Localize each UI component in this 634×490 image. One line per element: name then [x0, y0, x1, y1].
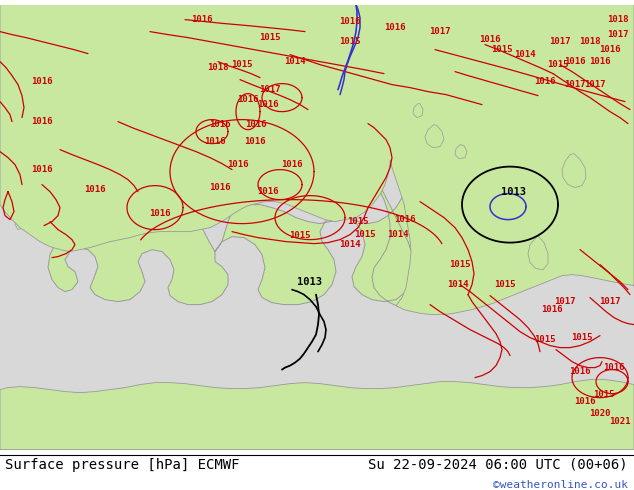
Text: 1015: 1015 [354, 230, 376, 239]
Text: 1016: 1016 [31, 117, 53, 126]
Text: 1014: 1014 [387, 230, 409, 239]
Text: 1016: 1016 [534, 77, 556, 86]
Text: 1017: 1017 [585, 80, 605, 89]
Text: 1014: 1014 [284, 57, 306, 66]
Text: 1017: 1017 [259, 85, 281, 94]
Text: 1020: 1020 [589, 409, 611, 418]
Text: 1018: 1018 [607, 15, 629, 24]
Text: 1016: 1016 [244, 137, 266, 146]
Text: 1017: 1017 [607, 30, 629, 39]
Text: 1016: 1016 [589, 57, 611, 66]
Text: 1016: 1016 [479, 35, 501, 44]
Text: 1017: 1017 [564, 80, 586, 89]
Text: 1015: 1015 [347, 217, 369, 226]
Text: 1016: 1016 [339, 17, 361, 26]
Polygon shape [0, 380, 634, 450]
Polygon shape [562, 154, 586, 188]
Text: 1016: 1016 [257, 100, 279, 109]
Text: 1017: 1017 [549, 37, 571, 46]
Text: 1016: 1016 [31, 165, 53, 174]
Text: 1016: 1016 [149, 209, 171, 218]
Text: 1016: 1016 [31, 77, 53, 86]
Text: 1016: 1016 [257, 187, 279, 196]
Text: 1015: 1015 [495, 280, 515, 289]
Text: 1016: 1016 [209, 183, 231, 192]
Text: 1015: 1015 [259, 33, 281, 42]
Text: 1016: 1016 [603, 363, 624, 372]
Text: 1015: 1015 [450, 260, 471, 269]
Text: 1015: 1015 [534, 335, 556, 344]
Polygon shape [15, 215, 26, 230]
Text: 1016: 1016 [245, 120, 267, 129]
Text: 1016: 1016 [281, 160, 303, 169]
Text: 1018: 1018 [579, 37, 601, 46]
Text: 1016: 1016 [209, 120, 231, 129]
Polygon shape [528, 236, 548, 270]
Polygon shape [48, 32, 424, 308]
Text: 1014: 1014 [447, 280, 469, 289]
Text: 1016: 1016 [227, 160, 249, 169]
Text: Surface pressure [hPa] ECMWF: Surface pressure [hPa] ECMWF [5, 458, 240, 472]
Text: 1016: 1016 [384, 23, 406, 32]
Text: 1015: 1015 [593, 390, 615, 399]
Text: 1016: 1016 [204, 137, 226, 146]
Text: 1015: 1015 [339, 37, 361, 46]
Text: 1016: 1016 [574, 397, 596, 406]
Text: 1013: 1013 [297, 277, 323, 287]
Text: 1015: 1015 [491, 45, 513, 54]
Text: 1018: 1018 [207, 63, 229, 72]
Text: 1016: 1016 [84, 185, 106, 194]
Text: 1014: 1014 [514, 50, 536, 59]
Text: Su 22-09-2024 06:00 UTC (00+06): Su 22-09-2024 06:00 UTC (00+06) [368, 458, 628, 472]
Text: 1013: 1013 [501, 187, 526, 196]
Text: 1021: 1021 [609, 417, 631, 426]
Text: 1016: 1016 [394, 215, 416, 224]
Text: 1015: 1015 [547, 60, 569, 69]
Text: 1016: 1016 [564, 57, 586, 66]
Polygon shape [425, 124, 444, 147]
Text: 1015: 1015 [231, 60, 253, 69]
Polygon shape [22, 140, 32, 155]
Text: 1016: 1016 [569, 367, 591, 376]
Text: 1017: 1017 [429, 27, 451, 36]
Text: 1017: 1017 [599, 297, 621, 306]
Text: 1017: 1017 [554, 297, 576, 306]
Text: 1016: 1016 [191, 15, 213, 24]
Text: 1015: 1015 [289, 231, 311, 240]
Polygon shape [413, 103, 423, 118]
Text: ©weatheronline.co.uk: ©weatheronline.co.uk [493, 480, 628, 490]
Polygon shape [0, 4, 634, 315]
Polygon shape [455, 145, 467, 159]
Text: 1015: 1015 [571, 333, 593, 342]
Polygon shape [24, 172, 35, 187]
Text: 1016: 1016 [541, 305, 563, 314]
Text: 1014: 1014 [339, 240, 361, 249]
Text: 1016: 1016 [599, 45, 621, 54]
Text: 1016: 1016 [237, 95, 259, 104]
